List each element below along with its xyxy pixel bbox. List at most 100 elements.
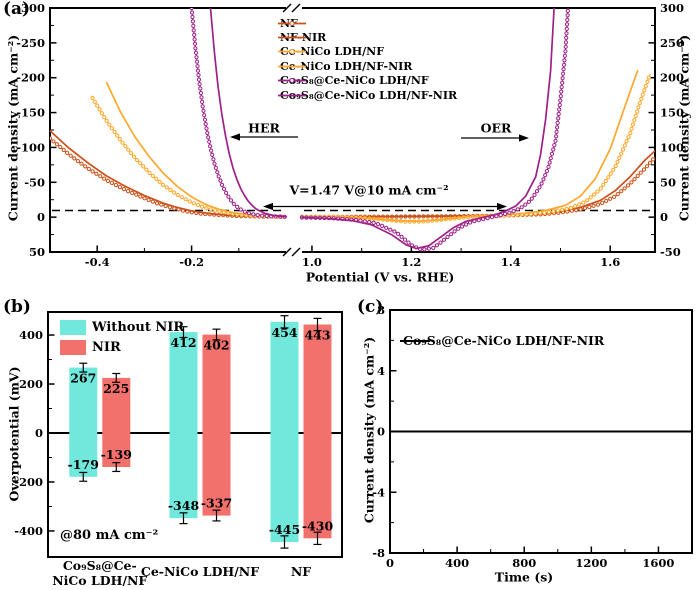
marker-dot xyxy=(591,203,596,208)
marker-dot xyxy=(582,206,588,211)
marker-dot xyxy=(573,204,578,209)
marker-dot xyxy=(604,198,609,203)
marker-dot xyxy=(68,153,73,158)
marker-dot xyxy=(199,95,204,100)
marker-dot xyxy=(191,201,196,206)
y-tick-label-right: 0 xyxy=(660,210,668,224)
marker-dot xyxy=(191,23,196,28)
bar-value-label: -139 xyxy=(101,447,132,462)
marker-dot xyxy=(503,211,508,216)
marker-dot xyxy=(92,99,97,104)
marker-dot xyxy=(560,76,565,81)
x-tick-label: 1.2 xyxy=(401,255,421,269)
marker-dot xyxy=(246,211,252,216)
marker-dot xyxy=(562,53,568,58)
marker-dot xyxy=(160,182,166,187)
marker-dot xyxy=(595,202,601,207)
marker-dot xyxy=(639,96,644,101)
marker-dot xyxy=(581,200,586,205)
legend-marker-dot-icon xyxy=(289,20,295,26)
x-tick-label: 1200 xyxy=(575,556,607,570)
marker-dot xyxy=(260,213,265,218)
marker-dot xyxy=(228,198,234,203)
bar-NIR-0 xyxy=(102,377,131,467)
marker-dot xyxy=(107,122,112,127)
marker-dot xyxy=(141,164,146,169)
marker-dot xyxy=(150,173,155,178)
marker-dot xyxy=(126,147,131,152)
marker-dot xyxy=(426,246,431,251)
marker-dot xyxy=(255,213,260,218)
legend-label: Co₉S₈@Ce-NiCo LDH/NF-NIR xyxy=(403,333,605,348)
legend-color-swatch-icon xyxy=(60,339,86,355)
marker-dot xyxy=(201,108,206,113)
marker-dot xyxy=(83,164,88,169)
category-label: NiCo LDH/NF xyxy=(52,573,147,588)
bar-Without-NIR-2 xyxy=(270,321,299,542)
marker-dot xyxy=(561,62,567,67)
marker-dot xyxy=(441,237,447,242)
marker-dot xyxy=(647,160,653,165)
plot-frame xyxy=(47,311,343,558)
marker-dot xyxy=(172,190,177,195)
marker-dot xyxy=(546,164,551,169)
marker-dot xyxy=(384,225,389,230)
marker-dot xyxy=(221,186,227,191)
legend-label: Co₉S₈@Ce-NiCo LDH/NF-NIR xyxy=(280,88,458,102)
marker-dot xyxy=(643,84,648,89)
bar-Without-NIR-1 xyxy=(169,332,198,519)
y-tick-label-right: 150 xyxy=(660,106,684,120)
y-tick-label: 8 xyxy=(377,303,385,317)
marker-dot xyxy=(175,192,180,198)
marker-dot xyxy=(208,144,213,149)
marker-dot xyxy=(189,8,194,11)
marker-dot xyxy=(452,229,457,234)
legend-item: Ce-NiCo LDH/NF xyxy=(277,45,457,59)
marker-dot xyxy=(154,176,159,181)
marker-dot xyxy=(206,135,211,140)
marker-dot xyxy=(251,212,256,217)
marker-dot xyxy=(200,204,205,209)
legend-label: NIR xyxy=(92,339,121,355)
marker-dot xyxy=(529,196,535,201)
legend-marker-dot-icon xyxy=(289,49,295,55)
marker-dot xyxy=(99,111,105,116)
bar-value-label: -179 xyxy=(68,457,99,472)
legend-label: Ce-NiCo LDH/NF xyxy=(280,45,385,59)
marker-dot xyxy=(547,160,552,165)
x-tick-label: 1.0 xyxy=(302,255,322,269)
marker-dot xyxy=(644,164,650,169)
panel-c-legend: Co₉S₈@Ce-NiCo LDH/NF-NIR xyxy=(399,333,604,348)
marker-dot xyxy=(105,178,111,183)
marker-dot xyxy=(406,240,411,245)
axis-break-mark xyxy=(282,247,292,257)
marker-dot xyxy=(585,198,590,203)
y-tick-label-left: -150 xyxy=(16,106,45,120)
marker-dot xyxy=(98,174,103,179)
marker-dot xyxy=(204,206,209,211)
marker-dot xyxy=(375,222,381,227)
y-tick-label-right: 50 xyxy=(660,175,676,189)
marker-dot xyxy=(619,189,624,194)
y-tick-label-right: -50 xyxy=(660,245,681,259)
bar-value-label: -348 xyxy=(168,498,200,513)
marker-dot xyxy=(207,139,212,144)
marker-dot xyxy=(554,134,559,139)
marker-dot xyxy=(595,189,600,194)
series-line-1 xyxy=(301,150,655,218)
marker-dot xyxy=(464,222,469,227)
bar-value-label: -337 xyxy=(201,496,232,511)
marker-dot xyxy=(565,17,570,22)
bar-value-label: 412 xyxy=(170,335,196,350)
marker-dot xyxy=(196,73,201,78)
bar-value-label: -445 xyxy=(269,522,300,537)
marker-dot xyxy=(203,122,208,127)
legend-line-swatch-icon xyxy=(278,94,306,97)
marker-dot xyxy=(629,180,634,185)
marker-dot xyxy=(216,174,221,179)
marker-dot xyxy=(608,196,613,201)
marker-dot xyxy=(193,50,199,55)
series-markers-4 xyxy=(189,8,287,219)
marker-dot xyxy=(380,223,385,228)
marker-dot xyxy=(565,13,570,18)
